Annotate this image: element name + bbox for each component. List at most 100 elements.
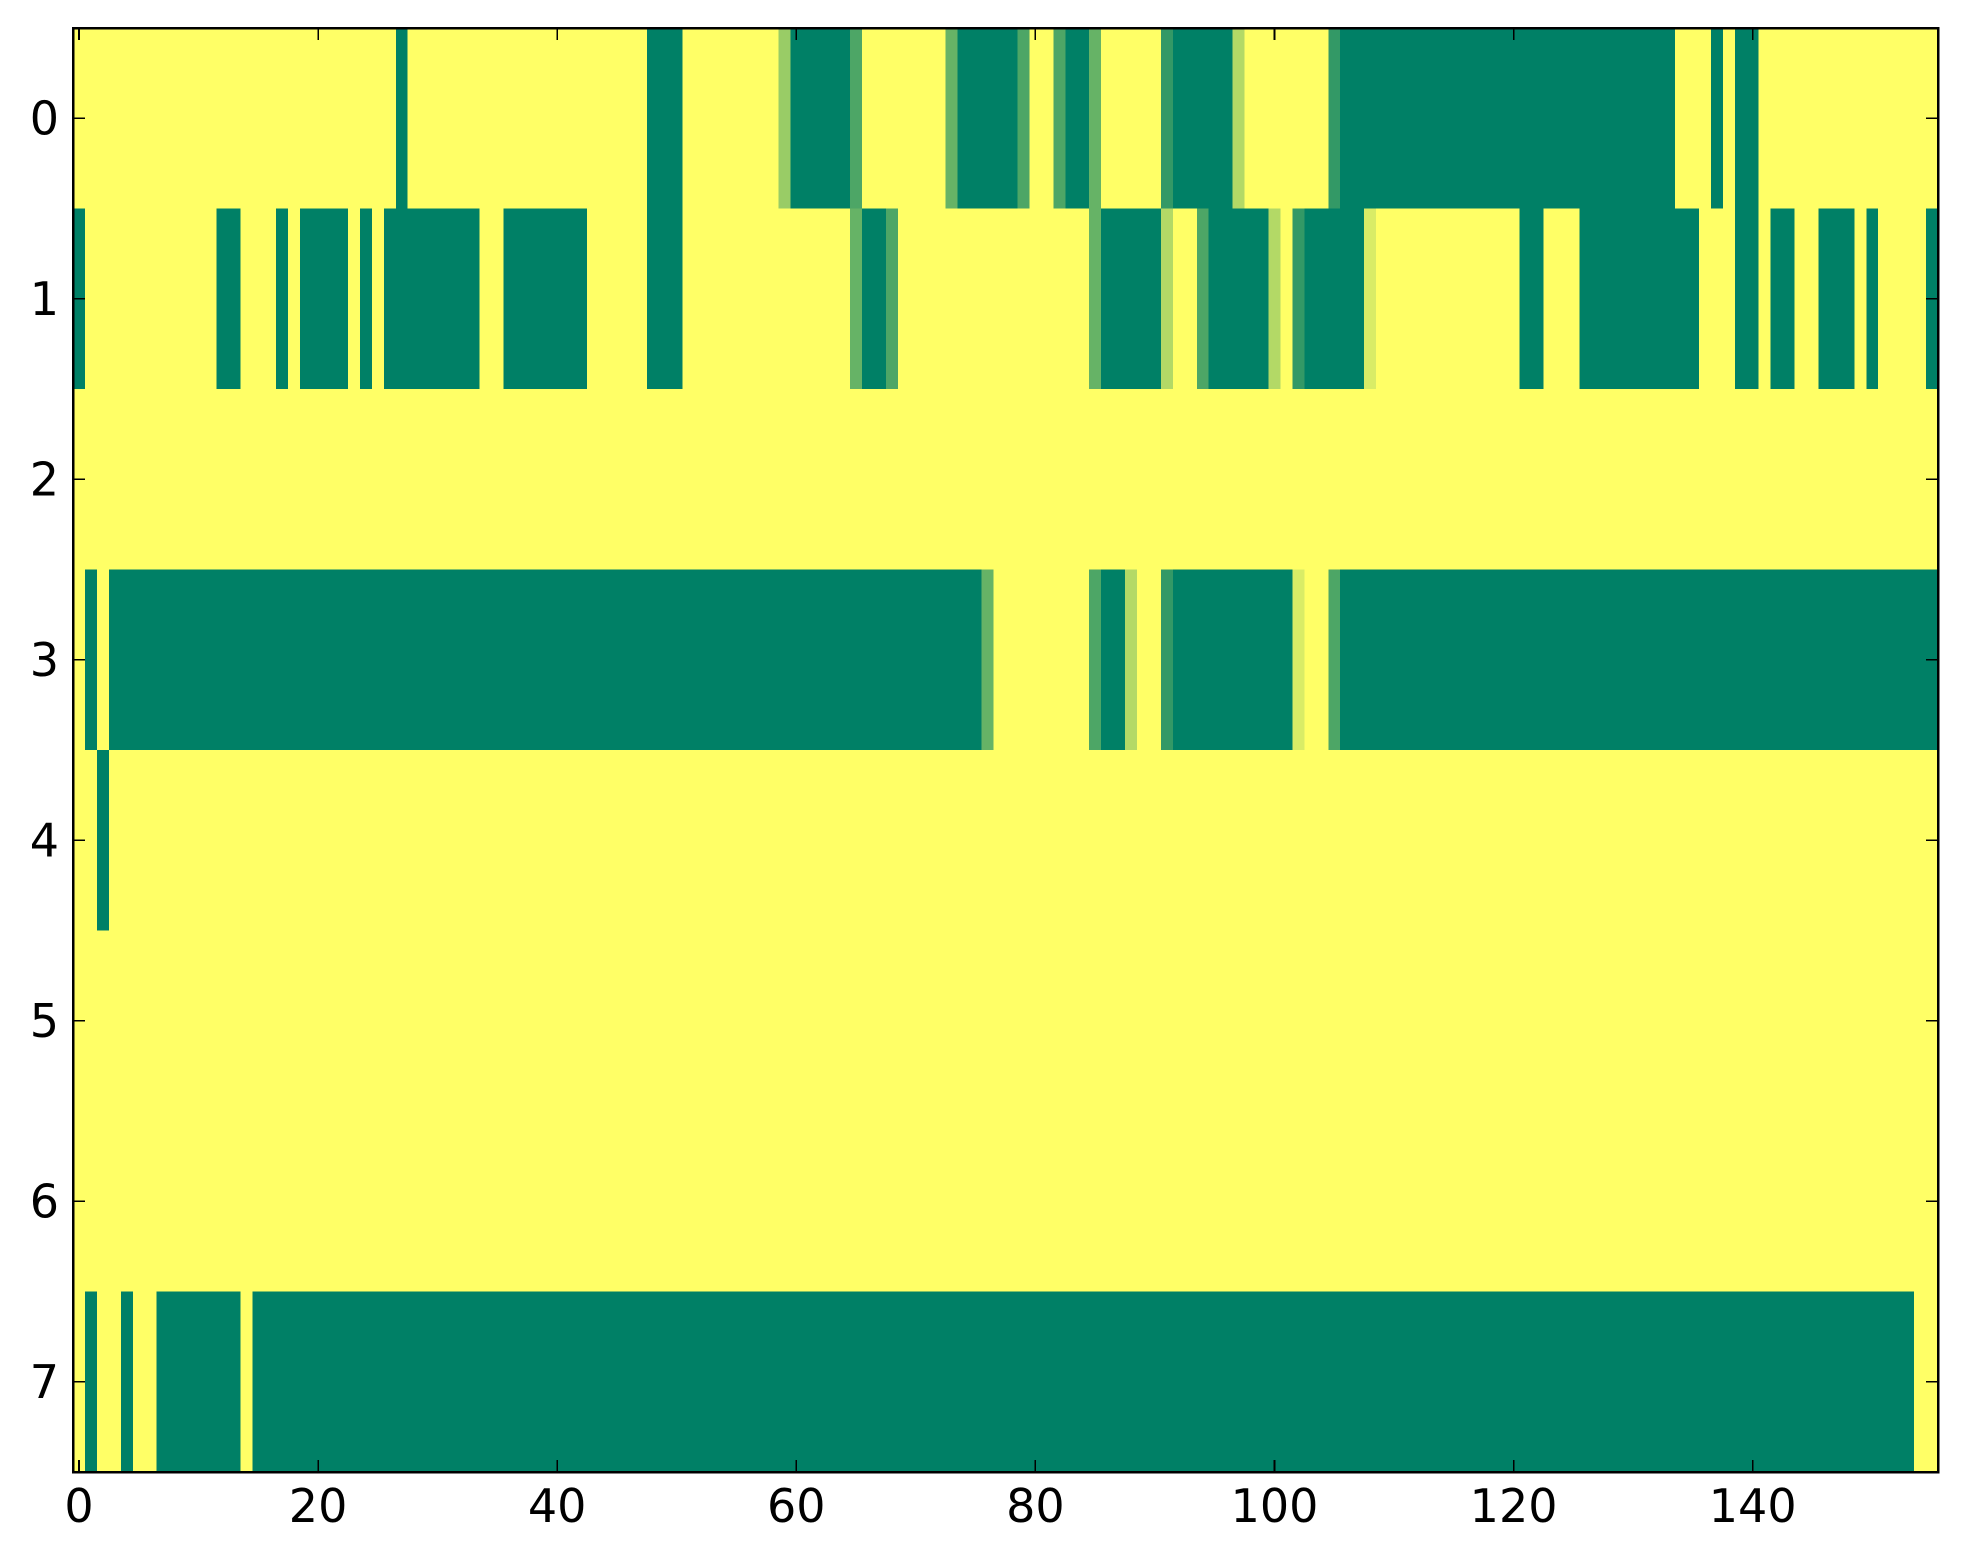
cell	[1663, 28, 1676, 210]
cell	[1519, 389, 1533, 571]
cell	[216, 28, 230, 210]
cell	[1220, 569, 1234, 751]
cell	[1914, 1111, 1927, 1293]
cell	[778, 389, 791, 571]
cell	[1160, 750, 1174, 932]
cell	[551, 389, 564, 571]
cell	[1794, 750, 1808, 932]
cell	[144, 1111, 158, 1293]
cell	[324, 569, 337, 751]
cell	[1782, 569, 1796, 751]
cell	[144, 930, 158, 1112]
cell	[838, 1291, 851, 1473]
cell	[1065, 208, 1078, 390]
cell	[551, 1291, 564, 1473]
cell	[1734, 1291, 1748, 1473]
cell	[563, 930, 576, 1112]
cell	[455, 389, 469, 571]
cell	[814, 28, 827, 210]
cell	[180, 1291, 194, 1473]
cell	[682, 208, 696, 390]
cell	[1603, 1111, 1616, 1293]
cell	[300, 28, 313, 210]
cell	[1519, 208, 1533, 390]
cell	[395, 28, 409, 210]
cell	[336, 1111, 349, 1293]
cell	[742, 28, 756, 210]
cell	[909, 930, 923, 1112]
cell	[1005, 208, 1019, 390]
cell	[993, 569, 1007, 751]
cell	[682, 28, 696, 210]
cell	[682, 1291, 696, 1473]
cell	[838, 1111, 851, 1293]
cell	[599, 1111, 612, 1293]
cell	[1806, 750, 1820, 932]
cell	[108, 1291, 122, 1473]
cell	[1758, 930, 1772, 1112]
cell	[1842, 569, 1855, 751]
cell	[575, 750, 588, 932]
cell	[1005, 750, 1019, 932]
cell	[1830, 208, 1843, 390]
cell	[312, 930, 325, 1112]
cell	[1579, 750, 1592, 932]
cell	[1866, 1111, 1879, 1293]
cell	[1316, 1111, 1329, 1293]
cell	[981, 1291, 995, 1473]
cell	[1089, 930, 1102, 1112]
cell	[1172, 389, 1186, 571]
cell	[1483, 1291, 1497, 1473]
cell	[945, 930, 959, 1112]
cell	[718, 750, 732, 932]
cell	[622, 1291, 636, 1473]
cell	[1686, 930, 1700, 1112]
cell	[754, 930, 767, 1112]
cell	[742, 1111, 756, 1293]
cell	[84, 569, 98, 751]
cell	[658, 1111, 672, 1293]
cell	[132, 1291, 146, 1473]
cell	[144, 569, 158, 751]
cell	[455, 28, 469, 210]
cell	[1591, 1111, 1604, 1293]
cell	[909, 389, 923, 571]
cell	[1292, 750, 1305, 932]
cell	[96, 28, 110, 210]
cell	[1113, 208, 1126, 390]
cell	[1806, 1111, 1820, 1293]
cell	[1674, 1111, 1688, 1293]
cell	[180, 930, 194, 1112]
cell	[587, 930, 600, 1112]
cell	[850, 930, 863, 1112]
cell	[909, 208, 923, 390]
cell	[802, 28, 815, 210]
cell	[1256, 750, 1270, 932]
cell	[1316, 569, 1329, 751]
cell	[1555, 389, 1568, 571]
cell	[1029, 28, 1042, 210]
cell	[168, 1291, 182, 1473]
cell	[754, 1291, 767, 1473]
cell	[862, 569, 875, 751]
cell	[1029, 389, 1042, 571]
cell	[312, 1111, 325, 1293]
cell	[742, 1291, 756, 1473]
cell	[1543, 750, 1557, 932]
cell	[288, 930, 301, 1112]
cell	[216, 208, 230, 390]
cell	[730, 208, 744, 390]
cell	[957, 28, 971, 210]
cell	[1077, 208, 1090, 390]
cell	[1519, 1291, 1533, 1473]
cell	[1411, 389, 1425, 571]
cell	[108, 930, 122, 1112]
cell	[921, 569, 935, 751]
cell	[479, 750, 493, 932]
cell	[599, 208, 612, 390]
cell	[790, 28, 803, 210]
cell	[1220, 208, 1234, 390]
cell	[1806, 1291, 1820, 1473]
cell	[240, 389, 253, 571]
